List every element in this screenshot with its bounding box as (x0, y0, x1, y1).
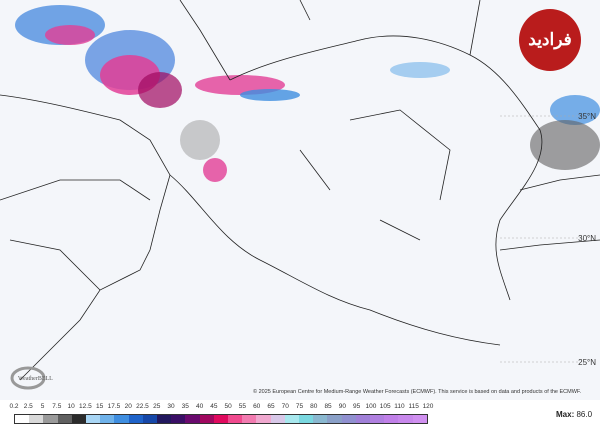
latitude-label-30n: 30°N (578, 234, 596, 243)
legend-tick: 120 (422, 403, 434, 410)
legend-tick: 30 (167, 403, 175, 410)
legend-color-swatch (185, 415, 200, 423)
max-number: 86.0 (576, 410, 593, 419)
legend-color-swatch (412, 415, 427, 423)
legend-color-swatch (199, 415, 214, 423)
legend-color-swatch (242, 415, 257, 423)
legend-tick: 17.5 (107, 403, 121, 410)
legend-color-swatch (57, 415, 72, 423)
legend-color-swatch (86, 415, 101, 423)
legend-tick: 75 (295, 403, 304, 410)
legend-tick: 90 (338, 403, 346, 410)
legend-color-swatch (355, 415, 371, 423)
latitude-gridlines (500, 115, 585, 363)
max-label: Max: (556, 410, 575, 419)
legend-tick: 0.2 (9, 403, 19, 410)
legend-color-swatch (228, 415, 243, 423)
legend-color-swatch (128, 415, 143, 423)
legend-tick: 40 (195, 403, 204, 410)
weatherbell-logo-icon (10, 366, 46, 390)
latitude-label-35n: 35°N (578, 112, 596, 121)
legend-color-swatch (43, 415, 58, 423)
legend-color-swatch (142, 415, 158, 423)
legend-tick: 50 (224, 403, 232, 410)
legend-color-swatch (15, 415, 30, 423)
legend-color-swatch (313, 415, 328, 423)
legend-color-swatch (213, 415, 229, 423)
legend-tick: 70 (281, 403, 289, 410)
legend-tick: 25 (153, 403, 161, 410)
legend-tick: 5 (40, 403, 45, 410)
legend-ticks: 0.2 2.5 5 7.5 10 12.5 15 17.5 20 22.5 25 30 35 40 45 50… (9, 403, 433, 413)
legend-tick: 100 (365, 403, 377, 410)
legend-tick: 80 (310, 403, 318, 410)
legend-tick: 105 (379, 403, 391, 410)
legend-colorbar (14, 414, 428, 424)
legend-tick: 20 (124, 403, 132, 410)
legend-color-swatch (370, 415, 385, 423)
legend-color-swatch (327, 415, 342, 423)
legend-tick: 15 (96, 403, 104, 410)
legend-color-swatch (114, 415, 129, 423)
legend-tick: 12.5 (79, 403, 92, 410)
legend-tick: 95 (352, 403, 361, 410)
precipitation-map (0, 0, 600, 400)
watermark-logo: فرادید (519, 9, 581, 71)
legend-tick: 22.5 (136, 403, 149, 410)
legend-tick: 65 (267, 403, 275, 410)
max-value: Max: 86.0 (556, 410, 592, 419)
legend-color-swatch (270, 415, 285, 423)
legend-color-swatch (284, 415, 300, 423)
provider-logo-text: WeatherBELL (18, 376, 53, 382)
legend-color-swatch (100, 415, 115, 423)
legend-color-swatch (29, 415, 44, 423)
legend-tick: 110 (394, 403, 405, 410)
legend-tick: 85 (324, 403, 332, 410)
legend-tick: 7.5 (52, 403, 62, 410)
legend-tick: 115 (408, 403, 419, 410)
map-canvas (0, 0, 600, 381)
copyright-notice: © 2025 European Centre for Medium-Range … (253, 389, 582, 395)
legend-color-swatch (384, 415, 399, 423)
legend-tick: 2.5 (23, 403, 33, 410)
legend-tick: 55 (238, 403, 247, 410)
legend-color-swatch (341, 415, 356, 423)
legend-color-swatch (299, 415, 314, 423)
country-borders (0, 0, 600, 381)
legend-color-swatch (157, 415, 172, 423)
latitude-label-25n: 25°N (578, 358, 596, 367)
legend-color-swatch (171, 415, 186, 423)
precipitation-areas (15, 5, 600, 182)
legend-tick: 45 (210, 403, 218, 410)
legend-color-swatch (398, 415, 413, 423)
legend-tick: 35 (181, 403, 189, 410)
legend-tick: 60 (253, 403, 261, 410)
legend-color-swatch (71, 415, 87, 423)
legend-tick: 10 (67, 403, 75, 410)
legend-color-swatch (256, 415, 271, 423)
